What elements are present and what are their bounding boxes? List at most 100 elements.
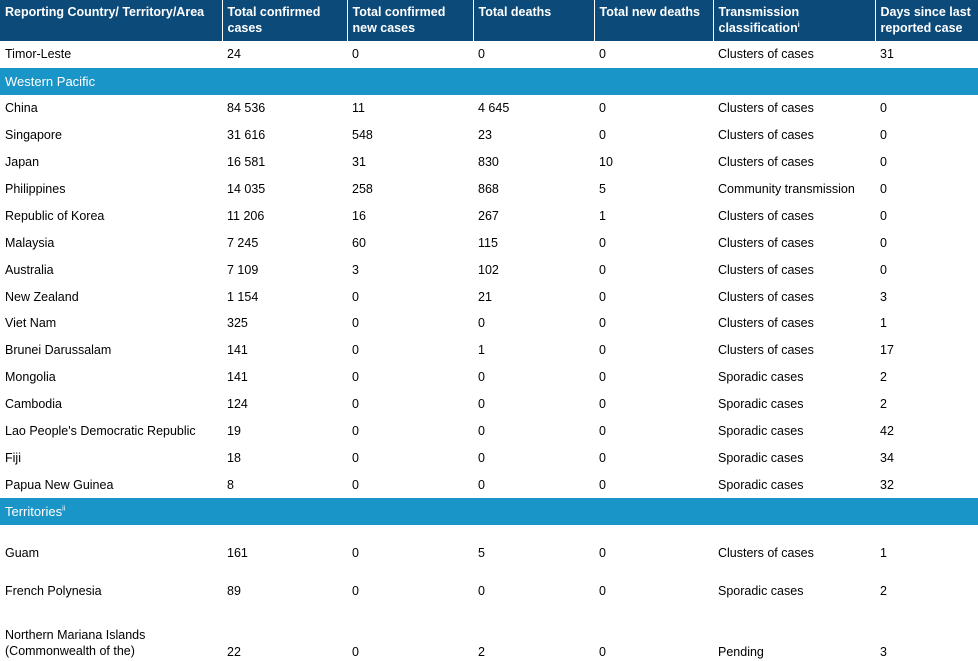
cell-transmission: Clusters of cases bbox=[718, 262, 814, 277]
header-transmission-label: Transmission classification bbox=[718, 5, 800, 35]
cell-transmission: Sporadic cases bbox=[718, 450, 804, 465]
cell-deaths: 1 bbox=[478, 343, 485, 358]
cell-new-cases: 0 bbox=[352, 370, 359, 385]
cell-days: 32 bbox=[880, 477, 894, 492]
cell-new-deaths: 0 bbox=[599, 262, 606, 277]
cell-new-deaths: 0 bbox=[599, 47, 606, 62]
cell-confirmed: 84 536 bbox=[227, 101, 266, 116]
cell-new-deaths: 0 bbox=[599, 343, 606, 358]
cell-transmission: Sporadic cases bbox=[718, 397, 804, 412]
table-row: China 84 536 11 4 645 0 Clusters of cases 0 bbox=[0, 95, 978, 122]
cell-new-cases: 0 bbox=[352, 316, 359, 331]
table-row: Guam 161 0 5 0 Clusters of cases 1 bbox=[0, 525, 978, 563]
cell-days: 1 bbox=[880, 546, 887, 561]
cell-transmission: Sporadic cases bbox=[718, 424, 804, 439]
cell-new-deaths: 0 bbox=[599, 316, 606, 331]
cell-new-cases: 0 bbox=[352, 343, 359, 358]
cell-deaths: 267 bbox=[478, 208, 499, 223]
cell-deaths: 4 645 bbox=[478, 101, 510, 116]
cell-deaths: 115 bbox=[478, 235, 498, 250]
cell-deaths: 23 bbox=[478, 128, 492, 143]
cell-days: 17 bbox=[880, 343, 894, 358]
cell-new-cases: 16 bbox=[352, 208, 366, 223]
region-name: Western Pacific bbox=[5, 73, 96, 89]
cell-deaths: 0 bbox=[478, 47, 485, 62]
cell-transmission: Clusters of cases bbox=[718, 289, 814, 304]
cell-confirmed: 1 154 bbox=[227, 289, 259, 304]
cell-new-cases: 0 bbox=[352, 450, 359, 465]
cell-transmission: Clusters of cases bbox=[718, 316, 814, 331]
cell-new-deaths: 0 bbox=[599, 424, 606, 439]
cell-days: 0 bbox=[880, 262, 887, 277]
cell-country: Timor-Leste bbox=[5, 47, 72, 62]
cell-new-deaths: 0 bbox=[599, 370, 606, 385]
table-row: French Polynesia 89 0 0 0 Sporadic cases 2 bbox=[0, 563, 978, 601]
header-transmission: Transmission classificationi bbox=[713, 0, 876, 41]
region-name: Territories bbox=[5, 504, 63, 520]
cell-new-deaths: 0 bbox=[599, 546, 606, 561]
table-row: Mongolia 141 0 0 0 Sporadic cases 2 bbox=[0, 364, 978, 391]
cell-days: 0 bbox=[880, 235, 887, 250]
cell-new-deaths: 10 bbox=[599, 155, 613, 170]
cell-deaths: 868 bbox=[478, 182, 499, 196]
cell-days: 34 bbox=[880, 450, 894, 465]
header-confirmed: Total confirmed cases bbox=[222, 0, 348, 41]
cell-days: 31 bbox=[880, 47, 894, 62]
cell-transmission: Clusters of cases bbox=[718, 101, 814, 116]
region-label: Territoriesii bbox=[0, 498, 978, 526]
cell-days: 0 bbox=[880, 208, 887, 223]
cell-country: French Polynesia bbox=[5, 584, 102, 599]
table-row: Singapore 31 616 548 23 0 Clusters of cases 0 bbox=[0, 122, 978, 149]
cell-transmission: Clusters of cases bbox=[718, 128, 814, 143]
cell-new-cases: 0 bbox=[352, 645, 359, 660]
cell-new-cases: 0 bbox=[352, 424, 359, 439]
cell-days: 3 bbox=[880, 645, 887, 660]
cell-confirmed: 325 bbox=[227, 316, 248, 331]
cell-new-cases: 0 bbox=[352, 47, 359, 62]
cell-new-deaths: 0 bbox=[599, 645, 606, 660]
cell-country: New Zealand bbox=[5, 289, 79, 304]
cell-deaths: 2 bbox=[478, 645, 485, 660]
cell-deaths: 0 bbox=[478, 370, 485, 385]
cell-new-cases: 0 bbox=[352, 289, 359, 304]
cell-new-cases: 3 bbox=[352, 262, 359, 277]
cell-country: Australia bbox=[5, 262, 54, 277]
cell-deaths: 0 bbox=[478, 316, 485, 331]
cell-country: Fiji bbox=[5, 450, 21, 465]
header-country: Reporting Country/ Territory/Area bbox=[0, 0, 223, 41]
cell-confirmed: 11 206 bbox=[227, 208, 265, 223]
cell-days: 0 bbox=[880, 128, 887, 143]
cell-transmission: Sporadic cases bbox=[718, 584, 804, 599]
cell-confirmed: 7 109 bbox=[227, 262, 259, 277]
cell-deaths: 830 bbox=[478, 155, 499, 170]
cell-confirmed: 8 bbox=[227, 477, 234, 492]
cell-country: Viet Nam bbox=[5, 316, 57, 331]
header-days: Days since last reported case bbox=[875, 0, 978, 41]
cell-new-cases: 0 bbox=[352, 546, 359, 561]
table-row: Philippines 14 035 258 868 5 Community transm… bbox=[0, 176, 978, 203]
cell-deaths: 102 bbox=[478, 262, 499, 277]
cell-days: 0 bbox=[880, 101, 887, 116]
cell-transmission: Pending bbox=[718, 645, 764, 660]
region-row: Territoriesii bbox=[0, 498, 978, 526]
cell-deaths: 0 bbox=[478, 584, 485, 599]
region-row: Western Pacific bbox=[0, 67, 978, 95]
header-deaths: Total deaths bbox=[473, 0, 595, 41]
cell-country: Northern Mariana Islands (Commonwealth o… bbox=[5, 628, 146, 659]
cell-confirmed: 19 bbox=[227, 424, 241, 439]
cell-confirmed: 14 035 bbox=[227, 182, 266, 196]
cell-days: 2 bbox=[880, 397, 887, 412]
cell-country: Japan bbox=[5, 155, 40, 170]
cell-new-deaths: 0 bbox=[599, 101, 606, 116]
cell-confirmed: 7 245 bbox=[227, 235, 259, 250]
cell-new-deaths: 5 bbox=[599, 182, 606, 196]
cell-new-deaths: 0 bbox=[599, 397, 606, 412]
table-row: New Zealand 1 154 0 21 0 Clusters of cases 3 bbox=[0, 283, 978, 310]
cell-country: Mongolia bbox=[5, 370, 56, 385]
header-row: Reporting Country/ Territory/Area Total … bbox=[0, 0, 978, 41]
cell-new-deaths: 0 bbox=[599, 128, 606, 143]
table-row: Cambodia 124 0 0 0 Sporadic cases 2 bbox=[0, 391, 978, 418]
cell-days: 0 bbox=[880, 155, 887, 170]
cell-new-cases: 31 bbox=[352, 155, 366, 170]
